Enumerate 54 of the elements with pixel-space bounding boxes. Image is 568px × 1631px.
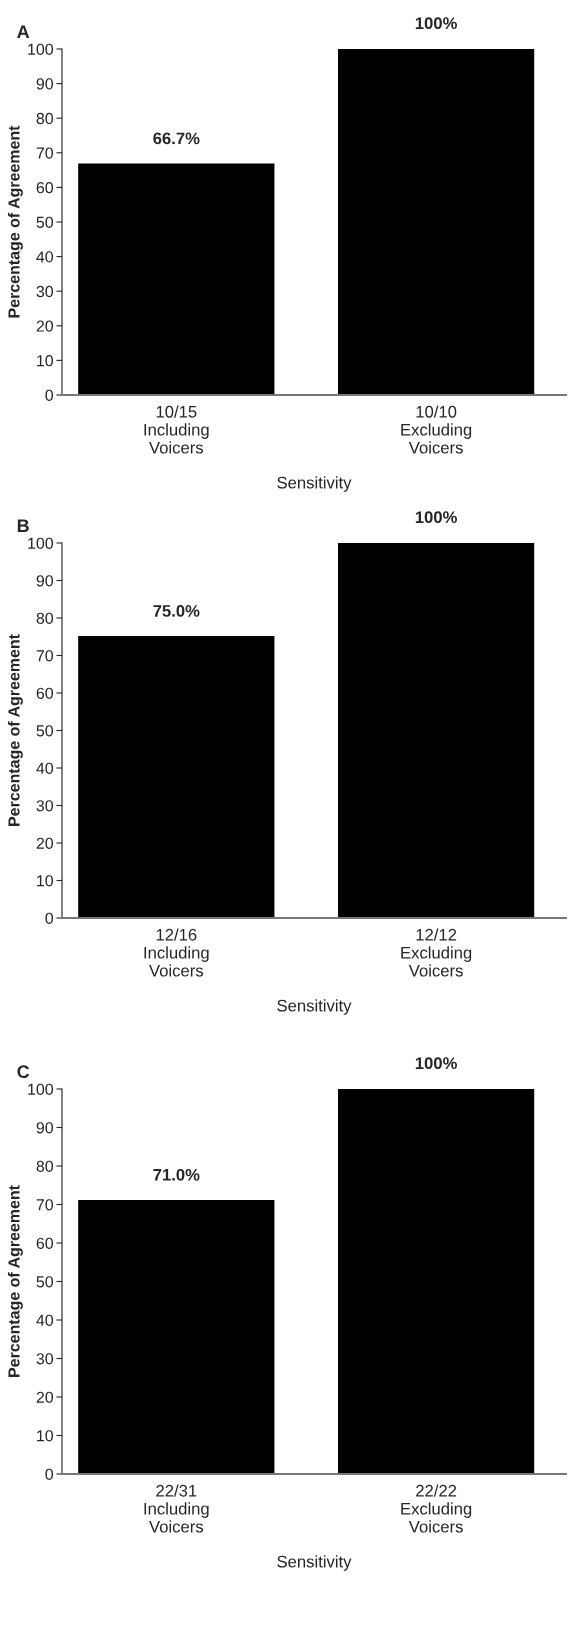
y-tick-label: 30 bbox=[36, 285, 54, 298]
data-label: 100% bbox=[415, 17, 457, 30]
y-tick-label: 20 bbox=[36, 837, 54, 849]
y-tick-label: 90 bbox=[36, 78, 54, 90]
data-label: 66.7% bbox=[153, 132, 200, 145]
y-tick-label: 20 bbox=[36, 320, 54, 332]
x-tick-label: 22/31 Including Voicers bbox=[144, 1484, 209, 1533]
y-tick-label: 30 bbox=[36, 1353, 54, 1365]
y-tick-label: 80 bbox=[36, 1160, 54, 1172]
y-tick-label: 100 bbox=[28, 537, 54, 549]
x-tick-label: 10/15 Including Voicers bbox=[144, 405, 209, 454]
data-label: 71.0% bbox=[153, 1168, 200, 1181]
data-label: 100% bbox=[415, 511, 457, 524]
chart-title: A bbox=[17, 25, 30, 38]
chart-title: C bbox=[17, 1065, 30, 1079]
y-tick-label: 80 bbox=[36, 112, 54, 125]
y-axis-title: Percentage of Agreement bbox=[7, 125, 23, 318]
y-tick-label: 40 bbox=[36, 251, 54, 263]
y-tick-label: 60 bbox=[36, 687, 54, 699]
y-tick-label: 100 bbox=[28, 43, 54, 55]
y-tick-label: 10 bbox=[37, 875, 54, 887]
x-axis-title: Sensitivity bbox=[277, 1555, 352, 1571]
y-tick-label: 10 bbox=[37, 355, 54, 367]
x-axis-title: Sensitivity bbox=[277, 476, 352, 492]
y-tick-label: 50 bbox=[36, 725, 54, 737]
x-axis-title: Sensitivity bbox=[277, 999, 352, 1015]
y-tick-label: 90 bbox=[36, 1122, 54, 1134]
y-tick-label: 70 bbox=[36, 650, 54, 662]
y-tick-label: 10 bbox=[37, 1430, 54, 1442]
x-tick-label: 12/12 Excluding Voicers bbox=[401, 928, 472, 977]
y-tick-label: 70 bbox=[36, 147, 54, 159]
data-label: 75.0% bbox=[153, 604, 200, 617]
chart-title: B bbox=[17, 519, 29, 532]
y-tick-label: 100 bbox=[28, 1083, 54, 1095]
x-tick-label: 12/16 Including Voicers bbox=[144, 928, 209, 977]
y-tick-label: 0 bbox=[45, 912, 54, 924]
y-axis-title: Percentage of Agreement bbox=[7, 634, 23, 826]
y-tick-label: 40 bbox=[36, 762, 54, 774]
y-tick-label: 80 bbox=[36, 612, 54, 624]
y-tick-label: 0 bbox=[45, 1468, 54, 1480]
y-tick-label: 50 bbox=[36, 1276, 54, 1288]
y-tick-label: 50 bbox=[36, 216, 54, 228]
y-tick-label: 0 bbox=[45, 389, 54, 401]
data-label: 100% bbox=[415, 1057, 457, 1070]
x-tick-label: 10/10 Excluding Voicers bbox=[401, 405, 472, 454]
y-tick-label: 40 bbox=[36, 1314, 54, 1326]
y-tick-label: 20 bbox=[36, 1391, 54, 1403]
y-tick-label: 70 bbox=[36, 1199, 54, 1211]
y-tick-label: 60 bbox=[36, 1237, 54, 1249]
x-tick-label: 22/22 Excluding Voicers bbox=[401, 1484, 472, 1533]
y-tick-label: 90 bbox=[36, 575, 54, 587]
y-tick-label: 30 bbox=[36, 800, 54, 812]
y-axis-title: Percentage of Agreement bbox=[7, 1185, 23, 1377]
y-tick-label: 60 bbox=[36, 182, 54, 194]
